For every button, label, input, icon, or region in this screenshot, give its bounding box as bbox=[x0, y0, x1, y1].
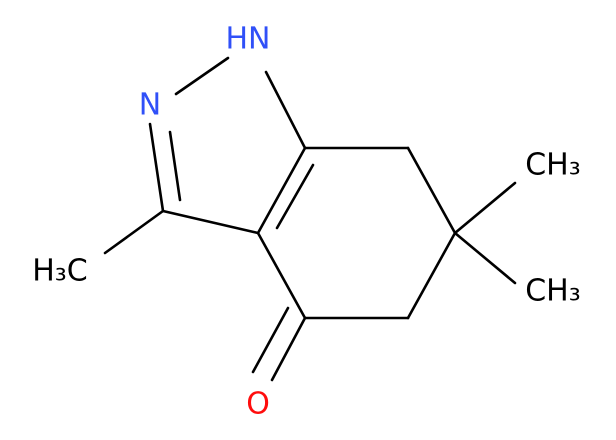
bond bbox=[251, 306, 290, 374]
bond bbox=[103, 209, 165, 255]
bond bbox=[256, 231, 307, 320]
bond bbox=[406, 146, 457, 235]
bond bbox=[406, 231, 457, 320]
bond bbox=[168, 130, 182, 202]
atom-label: HN bbox=[226, 22, 271, 57]
bond bbox=[264, 70, 307, 150]
atom-label: N bbox=[139, 88, 161, 123]
bond bbox=[148, 122, 165, 213]
bond bbox=[453, 181, 517, 235]
bond bbox=[453, 231, 517, 285]
bond bbox=[161, 209, 260, 235]
atom-label: O bbox=[246, 387, 270, 422]
bond bbox=[270, 316, 307, 382]
atom-label: CH₃ bbox=[525, 148, 581, 183]
bonds bbox=[103, 56, 517, 382]
atom-label: CH₃ bbox=[525, 274, 581, 309]
bond bbox=[275, 163, 315, 230]
bond bbox=[256, 146, 307, 235]
bond bbox=[174, 56, 230, 96]
atom-label: H₃C bbox=[32, 254, 88, 289]
